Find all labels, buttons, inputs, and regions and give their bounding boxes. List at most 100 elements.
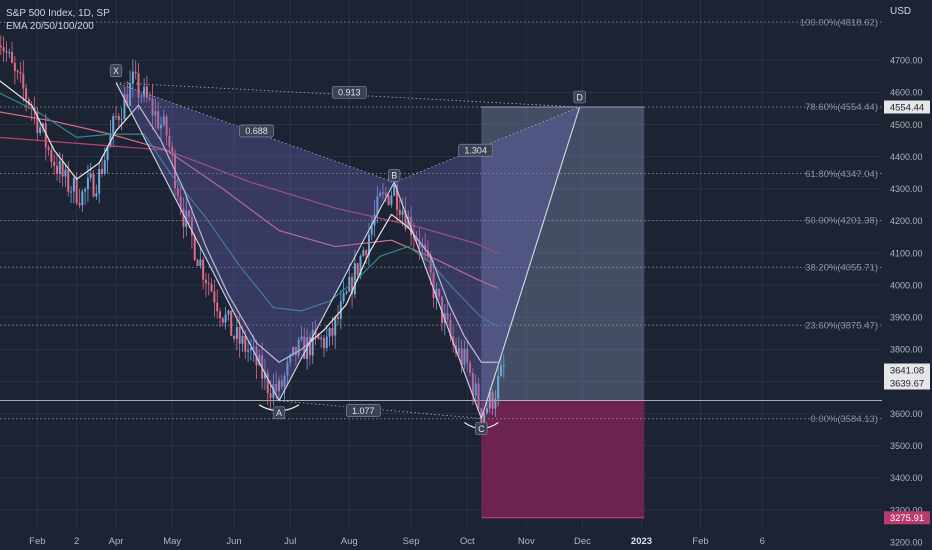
candle-body	[168, 135, 171, 147]
fib-label: 78.60%(4554.44)	[805, 102, 878, 113]
candle-body	[463, 348, 466, 365]
candle-body	[241, 335, 244, 344]
candle-body	[328, 328, 331, 337]
candle-body	[331, 328, 334, 336]
candle-body	[123, 94, 126, 120]
candle-body	[502, 365, 505, 367]
candle-body	[64, 169, 67, 177]
candles	[0, 35, 505, 433]
bcd-triangle	[394, 107, 580, 419]
candle-body	[196, 259, 199, 266]
xabcd-pattern: X A B C D 0.913 0.688 1.304 1.077	[109, 64, 586, 435]
candle-body	[387, 195, 390, 205]
price-tick: 3200.00	[890, 537, 923, 547]
price-tick: 4100.00	[890, 248, 923, 258]
candle-body	[457, 348, 460, 354]
price-tag: 3275.91	[890, 513, 924, 524]
ratio-label-bg	[458, 143, 494, 157]
candle-body	[292, 346, 295, 355]
candle-body	[449, 319, 452, 337]
price-tick: 3300.00	[890, 505, 923, 515]
ratio-label-bg	[345, 404, 381, 417]
candle-body	[218, 311, 221, 319]
point-label-a-bg	[272, 406, 286, 420]
ratio-label: 1.304	[464, 145, 487, 155]
candle-body	[126, 94, 129, 106]
candle-body	[47, 147, 50, 150]
candle-body	[415, 237, 418, 241]
price-tick: 4500.00	[890, 120, 923, 130]
candle-body	[466, 348, 469, 363]
candle-body	[390, 195, 393, 205]
time-axis: Feb 2 Apr May Jun Jul Aug Sep Oct Nov Dec 2023 Feb 6	[0, 532, 883, 550]
time-tick: Jul	[284, 536, 296, 547]
candle-body	[404, 210, 407, 229]
candle-body	[348, 276, 351, 292]
candle-body	[418, 240, 421, 248]
candle-body	[44, 123, 47, 148]
candle-body	[438, 288, 441, 297]
fib-label: 38.20%(4055.71)	[805, 262, 878, 273]
target-zone	[481, 107, 645, 401]
stop-zone	[481, 400, 645, 518]
candle-body	[480, 408, 483, 424]
candle-body	[176, 188, 179, 197]
candle-body	[182, 208, 185, 227]
time-tick: Feb	[692, 536, 708, 547]
symbol-title[interactable]: S&P 500 Index, 1D, SP	[6, 8, 110, 19]
candle-body	[263, 372, 266, 379]
candle-body	[342, 293, 345, 302]
candle-body	[221, 318, 224, 323]
candle-body	[106, 147, 109, 161]
fib-label: 23.60%(3875.47)	[805, 320, 878, 331]
ema-lines	[0, 80, 499, 363]
candle-body	[202, 259, 205, 280]
candle-body	[469, 362, 472, 374]
point-label-b: B	[391, 171, 397, 181]
xab-triangle	[116, 82, 395, 401]
candle-body	[247, 350, 250, 352]
candle-body	[0, 45, 2, 48]
candle-body	[140, 96, 143, 98]
candle-body	[27, 99, 30, 106]
point-label-c: C	[478, 424, 485, 434]
point-label-x: X	[113, 66, 119, 76]
candle-body	[311, 329, 314, 356]
candle-body	[11, 52, 14, 63]
candle-body	[39, 127, 42, 133]
candle-body	[275, 384, 278, 392]
candle-body	[477, 383, 480, 409]
candle-body	[258, 354, 261, 366]
time-tick: 2023	[631, 536, 652, 547]
indicator-label[interactable]: EMA 20/50/100/200	[6, 21, 94, 32]
candle-body	[151, 98, 154, 116]
candle-body	[98, 168, 101, 194]
candle-body	[488, 391, 491, 409]
candle-body	[148, 97, 151, 99]
candle-body	[33, 107, 36, 112]
candle-body	[359, 256, 362, 275]
candle-body	[460, 348, 463, 365]
candle-body	[157, 111, 160, 129]
price-tick: 3600.00	[890, 409, 923, 419]
leg-bc	[393, 182, 482, 419]
candle-body	[115, 116, 118, 118]
candle-body	[249, 347, 252, 351]
candle-body	[22, 73, 25, 89]
candle-body	[297, 339, 300, 356]
position-zones	[0, 106, 882, 519]
candle-body	[25, 88, 28, 100]
ratio-line-ac	[278, 400, 482, 419]
candle-body	[188, 210, 191, 218]
candle-body	[56, 165, 59, 174]
candle-body	[384, 192, 387, 196]
point-label-d: D	[576, 92, 583, 102]
candle-body	[199, 259, 202, 266]
candle-body	[112, 116, 115, 134]
candle-body	[337, 317, 340, 319]
candle-body	[393, 184, 396, 196]
candle-body	[53, 161, 56, 166]
candle-body	[89, 173, 92, 178]
candle-body	[244, 335, 247, 352]
